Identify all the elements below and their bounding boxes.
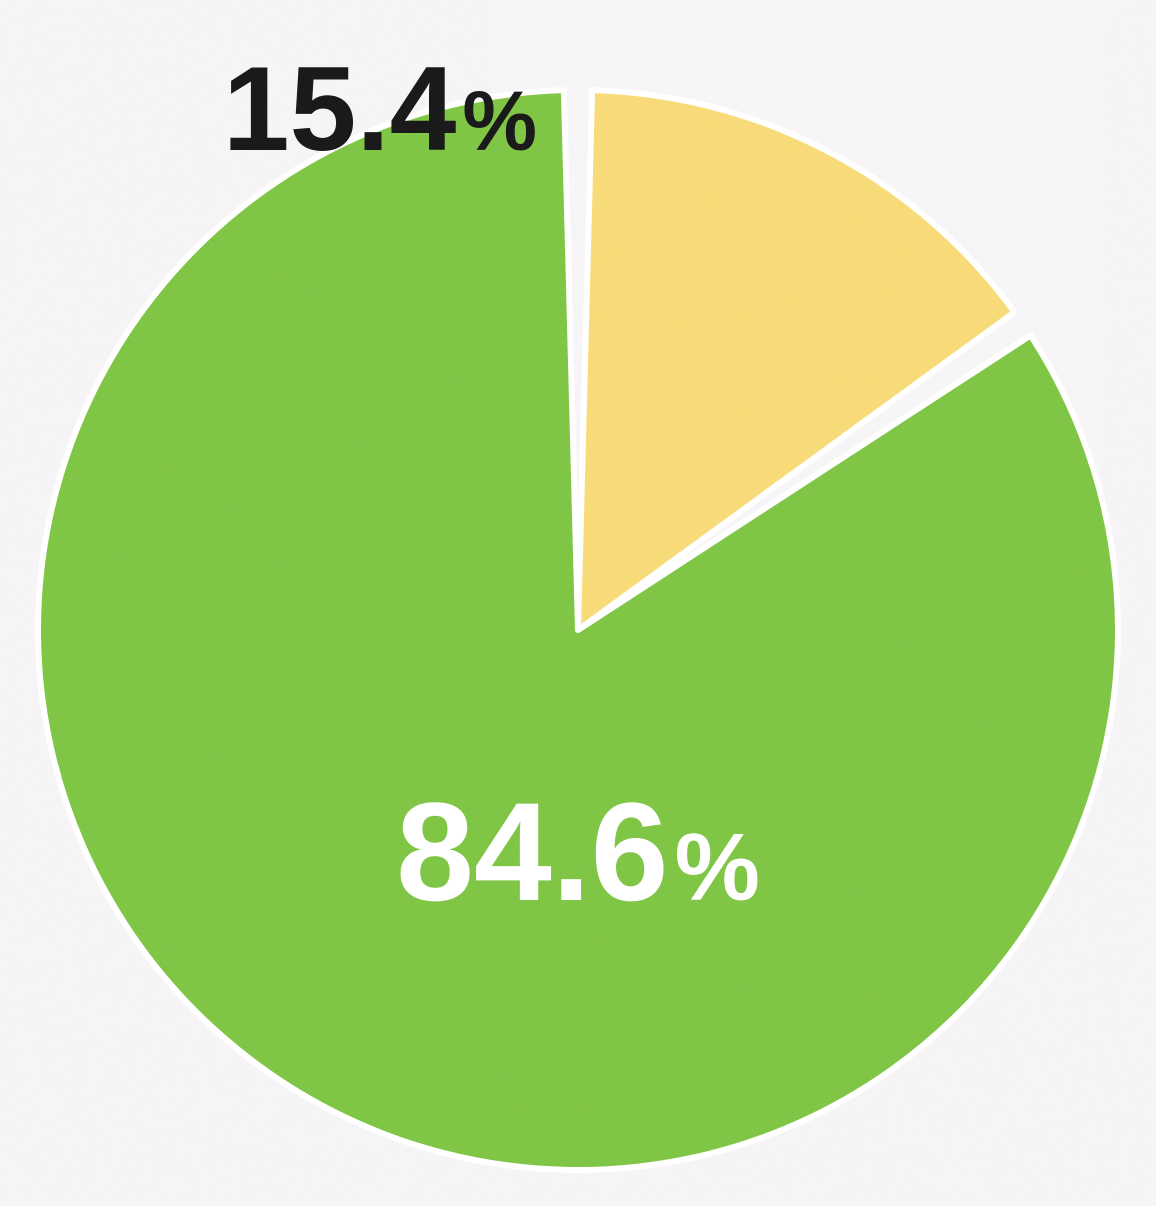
slice-label-value: 15.4 [223, 42, 457, 176]
slice-label-suffix: % [462, 74, 537, 168]
pie-chart: 15.4%84.6% [0, 0, 1156, 1206]
slice-label-suffix: % [675, 814, 760, 921]
slice-label-value: 84.6 [396, 773, 668, 930]
